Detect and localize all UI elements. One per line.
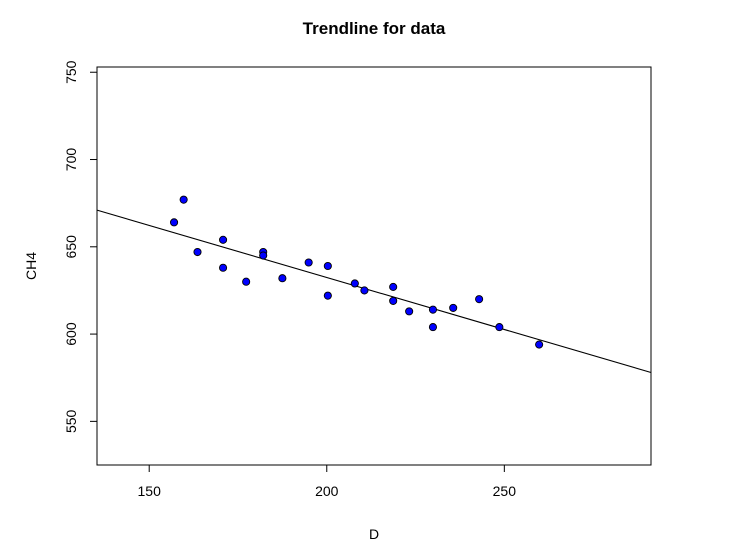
x-tick-label: 200 xyxy=(315,483,339,499)
x-tick-label: 150 xyxy=(138,483,162,499)
y-axis-label: CH4 xyxy=(23,252,39,280)
x-tick-label: 250 xyxy=(493,483,517,499)
data-point xyxy=(428,305,438,314)
y-tick-label: 650 xyxy=(63,235,79,259)
data-point xyxy=(242,277,251,286)
points-layer xyxy=(170,195,544,349)
chart-title: Trendline for data xyxy=(303,19,446,38)
data-point xyxy=(389,296,398,305)
y-tick-label: 750 xyxy=(63,60,79,84)
data-point xyxy=(170,218,179,227)
data-point xyxy=(495,323,504,332)
y-tick-label: 550 xyxy=(63,409,79,433)
data-point xyxy=(193,247,202,257)
x-ticks: 150 200 250 xyxy=(138,465,517,499)
data-point xyxy=(475,295,484,304)
data-point xyxy=(389,282,398,291)
y-tick-label: 700 xyxy=(63,148,79,172)
data-point xyxy=(219,235,228,244)
data-point xyxy=(360,286,369,295)
data-point xyxy=(219,263,228,272)
data-point xyxy=(350,279,359,288)
data-point xyxy=(449,303,458,312)
trendline xyxy=(96,209,652,374)
data-point xyxy=(179,195,188,204)
x-axis-label: D xyxy=(369,526,379,542)
data-point xyxy=(535,340,544,349)
data-point xyxy=(323,261,332,271)
data-point xyxy=(323,291,332,300)
plot-frame xyxy=(96,66,652,466)
data-point xyxy=(304,258,313,267)
data-point xyxy=(428,323,438,332)
data-point xyxy=(405,307,414,316)
data-point xyxy=(259,251,268,260)
trendline-layer xyxy=(96,209,652,374)
y-ticks: 550 600 650 700 750 xyxy=(63,60,97,433)
data-point xyxy=(278,274,287,283)
y-tick-label: 600 xyxy=(63,322,79,346)
